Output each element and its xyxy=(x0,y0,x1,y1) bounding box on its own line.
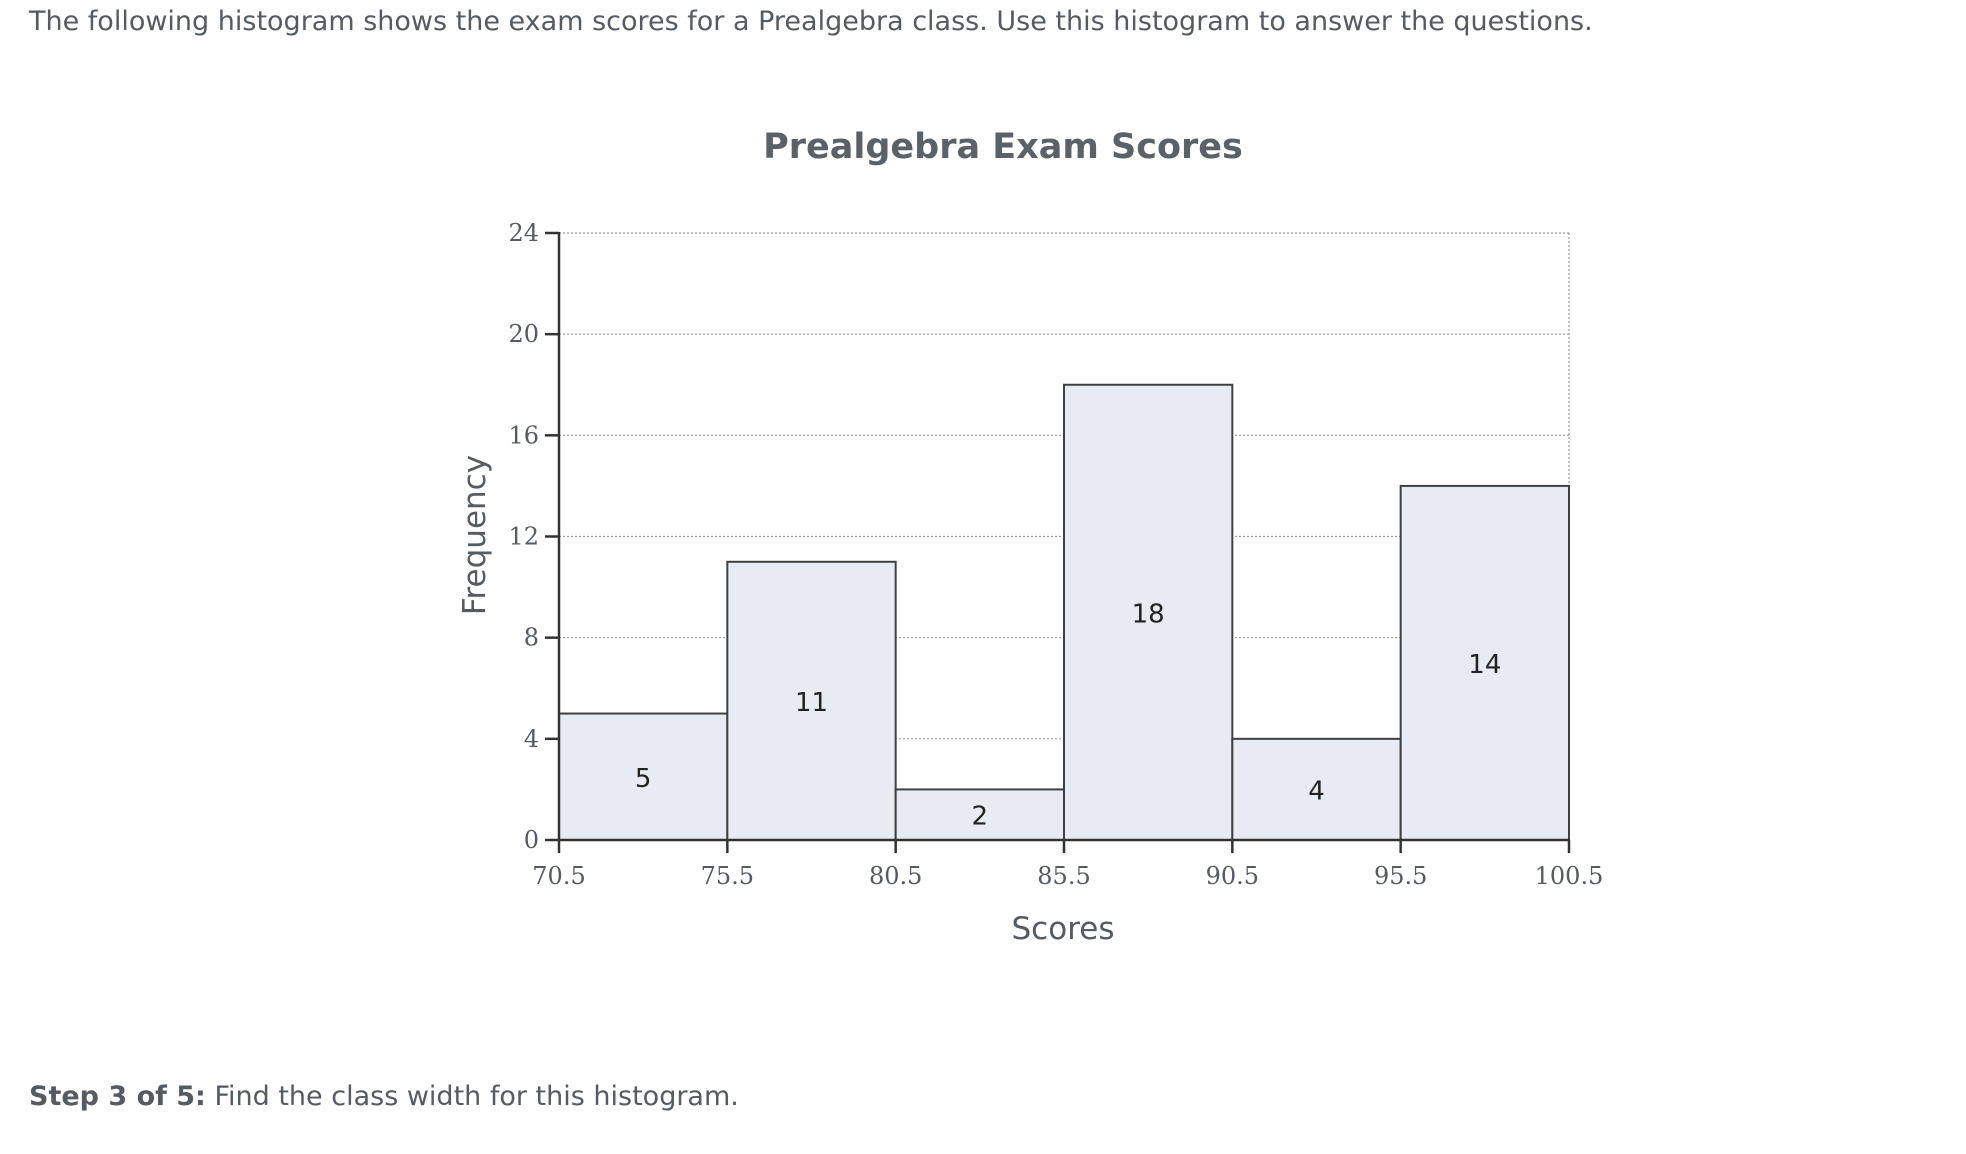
bar-value-label: 11 xyxy=(795,688,828,718)
x-tick-label: 80.5 xyxy=(869,862,922,890)
y-tick-label: 12 xyxy=(508,523,539,551)
y-tick-label: 20 xyxy=(508,320,539,348)
x-tick-label: 70.5 xyxy=(532,862,585,890)
histogram-bar xyxy=(726,560,897,842)
step-instruction: Step 3 of 5: Find the class width for th… xyxy=(29,1077,739,1117)
y-axis-title: Frequency xyxy=(457,455,493,615)
y-tick-label: 0 xyxy=(524,826,539,854)
chart-title: Prealgebra Exam Scores xyxy=(763,127,1243,167)
x-tick-label: 90.5 xyxy=(1206,862,1259,890)
bar-value-label: 18 xyxy=(1132,599,1165,629)
y-tick-label: 4 xyxy=(524,725,539,753)
bar-value-label: 4 xyxy=(1308,776,1325,806)
y-tick-label: 8 xyxy=(524,624,539,652)
y-tick-label: 24 xyxy=(508,219,539,247)
x-tick-label: 85.5 xyxy=(1037,862,1090,890)
x-tick-label: 95.5 xyxy=(1374,862,1427,890)
bar-value-label: 5 xyxy=(635,764,652,794)
bars-layer xyxy=(558,383,1570,842)
bar-value-label: 2 xyxy=(972,802,989,832)
bar-value-label: 14 xyxy=(1468,650,1501,680)
histogram-bar xyxy=(1399,484,1570,841)
histogram-bar xyxy=(1063,383,1234,841)
y-tick-label: 16 xyxy=(508,421,539,449)
step-text: Find the class width for this histogram. xyxy=(205,1081,739,1112)
x-tick-label: 100.5 xyxy=(1535,862,1604,890)
step-label: Step 3 of 5: xyxy=(29,1081,206,1112)
x-tick-label: 75.5 xyxy=(701,862,754,890)
intro-text: The following histogram shows the exam s… xyxy=(29,6,1593,37)
x-axis-title: Scores xyxy=(1012,911,1115,947)
axes-layer xyxy=(545,231,1571,853)
